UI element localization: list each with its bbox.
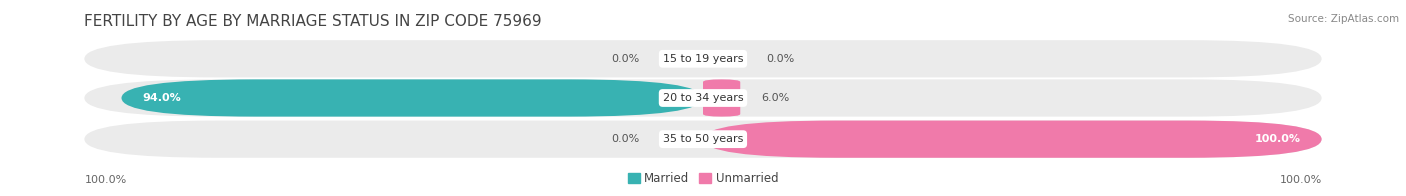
FancyBboxPatch shape: [121, 79, 703, 117]
Text: Source: ZipAtlas.com: Source: ZipAtlas.com: [1288, 14, 1399, 24]
Text: 6.0%: 6.0%: [761, 93, 789, 103]
Text: 20 to 34 years: 20 to 34 years: [662, 93, 744, 103]
Text: 0.0%: 0.0%: [766, 54, 794, 64]
Text: 100.0%: 100.0%: [1254, 134, 1301, 144]
Text: 0.0%: 0.0%: [612, 54, 640, 64]
Text: 100.0%: 100.0%: [1279, 175, 1322, 185]
Text: FERTILITY BY AGE BY MARRIAGE STATUS IN ZIP CODE 75969: FERTILITY BY AGE BY MARRIAGE STATUS IN Z…: [84, 14, 541, 29]
FancyBboxPatch shape: [84, 79, 1322, 117]
Legend: Married, Unmarried: Married, Unmarried: [623, 168, 783, 190]
Text: 15 to 19 years: 15 to 19 years: [662, 54, 744, 64]
FancyBboxPatch shape: [84, 121, 1322, 158]
FancyBboxPatch shape: [703, 121, 1322, 158]
Text: 35 to 50 years: 35 to 50 years: [662, 134, 744, 144]
FancyBboxPatch shape: [703, 79, 740, 117]
Text: 0.0%: 0.0%: [612, 134, 640, 144]
Text: 100.0%: 100.0%: [84, 175, 127, 185]
Text: 94.0%: 94.0%: [142, 93, 181, 103]
FancyBboxPatch shape: [84, 40, 1322, 77]
